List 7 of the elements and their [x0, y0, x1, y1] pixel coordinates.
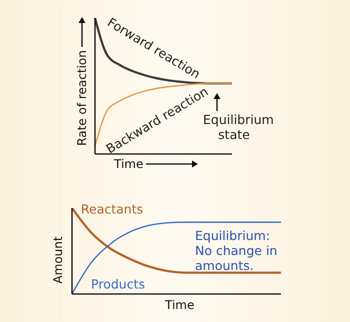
y-axis-title: Rate of reaction	[75, 50, 89, 146]
x-axis-title: Time	[165, 298, 194, 312]
series-label: Products	[91, 276, 145, 292]
y-axis-title: Amount	[51, 236, 65, 284]
x-axis-title: Time	[114, 157, 144, 171]
series-label: Reactants	[80, 202, 144, 216]
annotation: Equilibrium: No change in amounts.	[195, 228, 278, 273]
